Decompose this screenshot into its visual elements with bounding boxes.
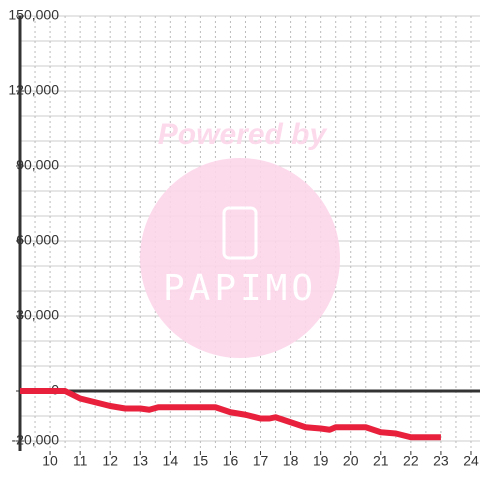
x-tick-label: 22 (403, 453, 419, 469)
data-line (20, 388, 441, 441)
x-tick-label: 21 (373, 453, 389, 469)
x-tick-label: 20 (343, 453, 359, 469)
watermark-text: Powered by (158, 118, 328, 151)
x-tick-label: 18 (283, 453, 299, 469)
watermark-logo: PAPIMO (163, 268, 317, 309)
y-tick-label: 150,000 (8, 7, 59, 23)
y-tick-label: 60,000 (16, 232, 59, 248)
x-tick-label: 10 (42, 453, 58, 469)
x-tick-label: 15 (193, 453, 209, 469)
x-tick-label: 16 (223, 453, 239, 469)
x-tick-label: 19 (313, 453, 329, 469)
plot: 150,000120,00090,00060,00030,0000-20,000… (8, 7, 480, 469)
y-tick-label: -20,000 (12, 432, 60, 448)
y-tick-label: 90,000 (16, 157, 59, 173)
y-tick-label: 30,000 (16, 307, 59, 323)
x-tick-label: 24 (463, 453, 479, 469)
x-tick-label: 12 (102, 453, 118, 469)
x-tick-label: 14 (163, 453, 179, 469)
x-tick-label: 13 (132, 453, 148, 469)
watermark-icon (222, 206, 258, 260)
x-tick-label: 17 (253, 453, 269, 469)
y-tick-label: 120,000 (8, 82, 59, 98)
x-tick-label: 11 (73, 453, 88, 469)
x-tick-label: 23 (433, 453, 449, 469)
watermark: Powered by PAPIMO (140, 118, 340, 358)
